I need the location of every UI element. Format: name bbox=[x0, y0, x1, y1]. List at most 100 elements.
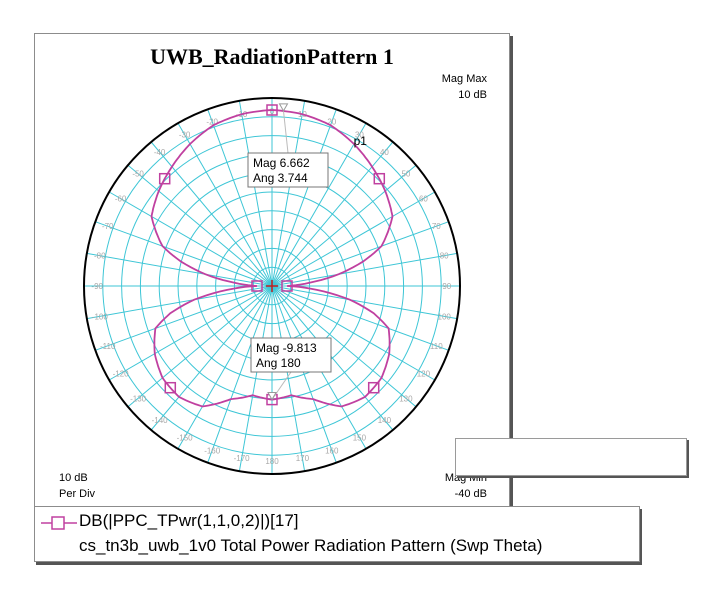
grid-spoke bbox=[177, 122, 273, 287]
grid-spoke bbox=[271, 285, 306, 472]
chart-title: UWB_RadiationPattern 1 bbox=[150, 44, 394, 69]
mag-max-value: 10 dB bbox=[458, 89, 487, 101]
angle-tick-label: 60 bbox=[419, 195, 428, 204]
angle-tick-label: -100 bbox=[92, 312, 109, 321]
grid-spoke bbox=[127, 285, 273, 408]
grid-spoke bbox=[271, 285, 436, 381]
grid-spoke bbox=[95, 221, 273, 287]
grid-spoke bbox=[271, 109, 337, 287]
data-point bbox=[158, 172, 171, 185]
angle-tick-label: 40 bbox=[380, 148, 389, 157]
data-point bbox=[373, 172, 386, 185]
grid-spoke bbox=[271, 285, 417, 408]
data-point bbox=[164, 381, 177, 394]
grid-spoke bbox=[127, 164, 273, 287]
grid-spoke bbox=[238, 285, 273, 472]
marker-triangle bbox=[278, 103, 289, 112]
grid-spoke bbox=[271, 285, 394, 431]
angle-tick-label: -30 bbox=[179, 131, 191, 140]
legend-series-name: DB(|PPC_TPwr(1,1,0,2)|)[17] bbox=[79, 511, 299, 530]
grid-spoke bbox=[238, 100, 273, 287]
angle-tick-label: 100 bbox=[438, 312, 452, 321]
grid-spoke bbox=[108, 191, 273, 287]
marker-ang: Ang 3.744 bbox=[253, 171, 308, 185]
angle-tick-label: 0 bbox=[270, 107, 275, 116]
marker-box bbox=[247, 152, 329, 188]
grid-spoke bbox=[271, 122, 367, 287]
marker-mag: Mag -9.813 bbox=[256, 341, 317, 355]
angle-tick-label: 170 bbox=[296, 454, 310, 463]
grid-spoke bbox=[95, 285, 273, 351]
div-label: 10 dB bbox=[59, 472, 88, 484]
grid-spoke bbox=[150, 141, 273, 287]
div-unit: Per Div bbox=[59, 488, 96, 500]
angle-tick-label: 140 bbox=[378, 416, 392, 425]
series-trace bbox=[150, 104, 394, 408]
polar-grid bbox=[83, 97, 461, 475]
empty-annotation-box bbox=[455, 438, 687, 476]
grid-spoke bbox=[271, 285, 449, 351]
grid-spoke bbox=[108, 285, 273, 381]
data-point bbox=[367, 381, 380, 394]
angle-tick-label: 70 bbox=[432, 222, 441, 231]
angle-tick-label: -170 bbox=[234, 454, 251, 463]
angle-tick-label: -140 bbox=[152, 416, 169, 425]
grid-spoke bbox=[271, 252, 458, 287]
angle-tick-label: 130 bbox=[399, 394, 413, 403]
angle-tick-label: 50 bbox=[401, 170, 410, 179]
angle-tick-label: -80 bbox=[94, 252, 106, 261]
grid-spoke bbox=[271, 164, 417, 287]
angle-tick-label: -130 bbox=[130, 394, 147, 403]
outer-ring bbox=[83, 97, 461, 475]
angle-tick-label: 20 bbox=[327, 118, 336, 127]
marker-leader bbox=[283, 110, 289, 154]
grid-spoke bbox=[271, 141, 394, 287]
angle-tick-label: -70 bbox=[102, 222, 114, 231]
data-point bbox=[266, 104, 278, 116]
angle-tick-label: 180 bbox=[265, 457, 279, 466]
polar-chart: UWB_RadiationPattern 1 Mag Max 10 dB 10 … bbox=[59, 44, 488, 500]
angle-tick-label: -110 bbox=[100, 342, 116, 351]
mag-min-value: -40 dB bbox=[455, 488, 487, 500]
grid-spoke bbox=[271, 285, 458, 320]
angle-tick-label: 80 bbox=[440, 252, 449, 261]
angle-tick-label: 30 bbox=[355, 131, 364, 140]
angle-tick-label: -60 bbox=[115, 195, 127, 204]
grid-spoke bbox=[271, 285, 337, 463]
series-line bbox=[150, 109, 394, 408]
legend-series-description: cs_tn3b_uwb_1v0 Total Power Radiation Pa… bbox=[79, 536, 543, 555]
angle-tick-label: 120 bbox=[417, 369, 431, 378]
data-point bbox=[251, 280, 263, 292]
angle-tick-label: 110 bbox=[430, 342, 443, 351]
data-point bbox=[281, 280, 293, 292]
grid-spoke bbox=[207, 109, 273, 287]
grid-spoke bbox=[86, 285, 273, 320]
angle-tick-label: -90 bbox=[91, 282, 103, 291]
grid-spoke bbox=[271, 100, 306, 287]
grid-spoke bbox=[177, 285, 273, 450]
grid-spoke bbox=[150, 285, 273, 431]
grid-spoke bbox=[86, 252, 273, 287]
angle-tick-label: -20 bbox=[206, 118, 218, 127]
angle-tick-label: -50 bbox=[132, 170, 144, 179]
marker-ang: Ang 180 bbox=[256, 356, 301, 370]
angle-tick-labels: 0 10-1020-2030-3040-4050-5060-6070-7080-8… bbox=[91, 107, 451, 466]
angle-tick-label: 160 bbox=[325, 446, 339, 455]
angle-tick-label: -120 bbox=[113, 369, 130, 378]
legend: DB(|PPC_TPwr(1,1,0,2)|)[17] cs_tn3b_uwb_… bbox=[34, 506, 640, 562]
legend-marker-icon bbox=[41, 516, 77, 530]
angle-tick-label: -160 bbox=[204, 446, 221, 455]
angle-tick-label: -150 bbox=[177, 433, 194, 442]
mag-max-label: Mag Max bbox=[442, 73, 488, 85]
marker-triangle bbox=[267, 392, 277, 401]
marker-mag: Mag 6.662 bbox=[253, 156, 310, 170]
grid-spoke bbox=[207, 285, 273, 463]
marker-id-label: p1 bbox=[354, 134, 368, 148]
marker-box bbox=[250, 337, 332, 373]
angle-tick-label: -40 bbox=[154, 148, 166, 157]
chart-panel: UWB_RadiationPattern 1 Mag Max 10 dB 10 … bbox=[34, 33, 510, 511]
grid-spoke bbox=[271, 221, 449, 287]
angle-tick-label: 150 bbox=[353, 433, 367, 442]
grid-spoke bbox=[271, 191, 436, 287]
